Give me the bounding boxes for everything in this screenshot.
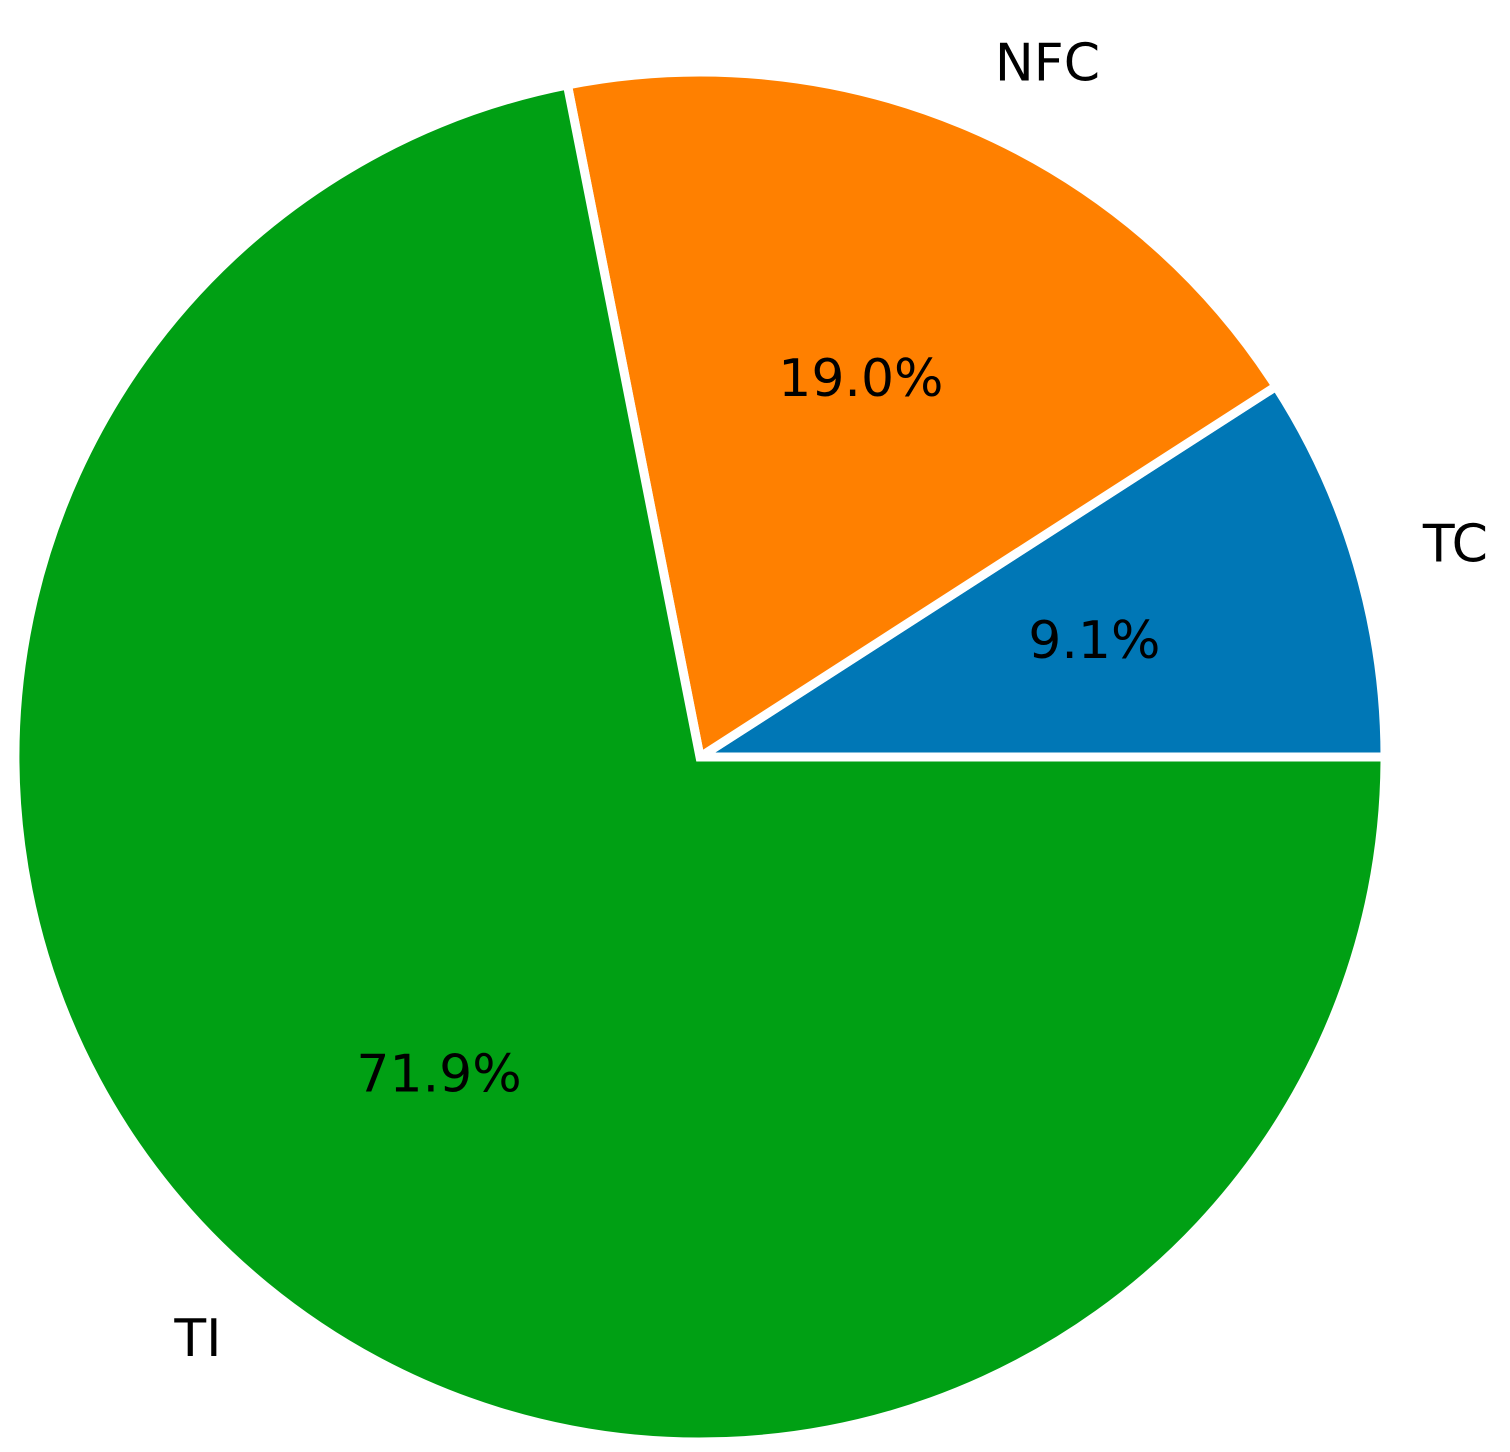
slice-label-nfc: NFC	[995, 34, 1100, 94]
pie-slice-nfc	[562, 67, 1283, 765]
slice-percent-nfc: 19.0%	[778, 349, 943, 409]
pie-slice-ti	[10, 79, 1390, 1447]
slice-percent-tc: 9.1%	[1028, 611, 1160, 671]
slice-label-tc: TC	[1422, 515, 1488, 575]
slice-percent-ti: 71.9%	[356, 1045, 521, 1105]
pie-slice-tc	[684, 380, 1390, 762]
pie-wedges	[10, 67, 1390, 1447]
slice-label-ti: TI	[173, 1309, 221, 1369]
pie-labels: TC 9.1% NFC 19.0% TI 71.9%	[173, 34, 1488, 1369]
